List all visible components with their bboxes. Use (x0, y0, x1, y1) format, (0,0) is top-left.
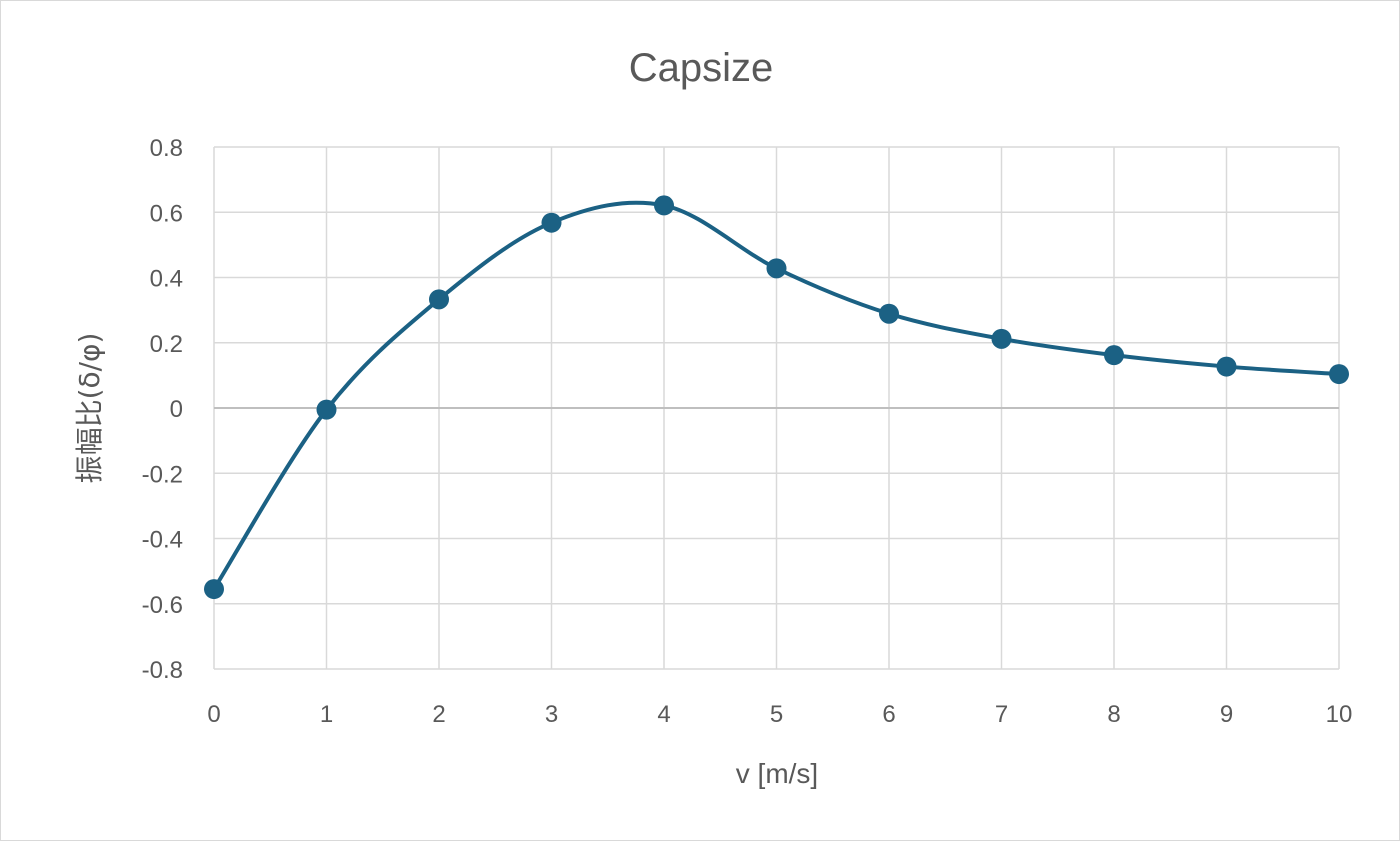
data-point (1104, 345, 1124, 366)
y-tick-label: -0.6 (142, 592, 183, 619)
data-point (204, 579, 224, 600)
x-tick-label: 10 (1326, 701, 1353, 728)
x-tick-labels: 0 1 2 3 4 5 6 7 8 9 10 (207, 701, 1352, 728)
data-point (316, 399, 337, 420)
y-tick-label: -0.4 (142, 527, 183, 554)
y-tick-label: 0.2 (150, 331, 183, 358)
y-tick-labels: 0.8 0.6 0.4 0.2 0 -0.2 -0.4 -0.6 -0.8 (142, 135, 183, 684)
y-tick-label: 0.8 (150, 135, 183, 162)
y-tick-label: 0.6 (150, 200, 183, 227)
x-tick-label: 0 (207, 701, 220, 728)
x-tick-label: 8 (1107, 701, 1120, 728)
data-point (541, 212, 562, 233)
x-tick-label: 1 (320, 701, 333, 728)
data-point (879, 303, 899, 324)
data-point (1329, 364, 1349, 385)
series-layer (204, 195, 1349, 600)
y-tick-label: -0.2 (142, 461, 183, 488)
x-tick-label: 6 (882, 701, 895, 728)
x-tick-label: 7 (995, 701, 1008, 728)
data-point (991, 328, 1012, 349)
x-tick-label: 2 (432, 701, 445, 728)
x-tick-label: 4 (657, 701, 670, 728)
y-tick-label: 0.4 (150, 266, 183, 293)
data-point (1216, 356, 1237, 377)
x-tick-label: 5 (770, 701, 783, 728)
y-axis-title: 振幅比(δ/φ) (73, 333, 106, 484)
x-tick-label: 3 (545, 701, 558, 728)
data-point (654, 195, 674, 216)
x-axis-title: v [m/s] (736, 758, 818, 789)
data-point (766, 258, 787, 279)
chart-title: Capsize (629, 46, 774, 90)
x-tick-label: 9 (1220, 701, 1233, 728)
series-line (212, 200, 1341, 592)
y-tick-label: 0 (170, 396, 183, 423)
y-tick-label: -0.8 (142, 657, 183, 684)
data-point (429, 289, 449, 310)
